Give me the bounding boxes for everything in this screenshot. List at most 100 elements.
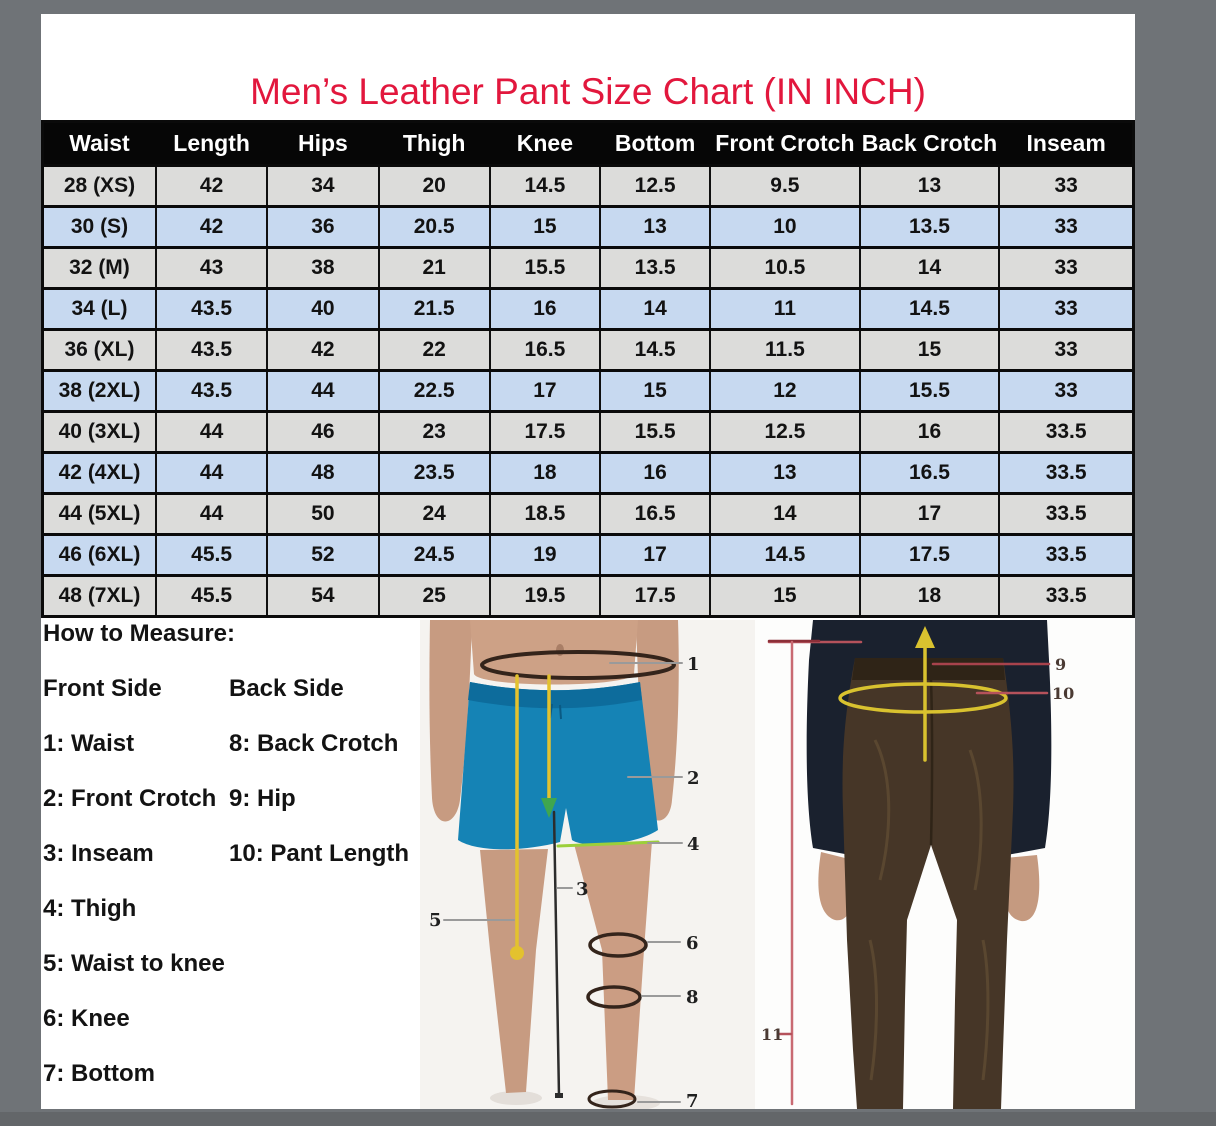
measure-item-right: 10: Pant Length [229,840,410,867]
size-label-cell: 36 (XL) [41,328,157,372]
table-row: 30 (S) 42 36 20.5 15 13 10 13.5 33 [41,205,1135,249]
inseam-line [552,810,561,1098]
table-row: 38 (2XL) 43.5 44 22.5 17 15 12 15.5 33 [41,369,1135,413]
marker-6-knee: 6 [686,933,699,954]
waist-measure-ellipse [480,650,676,680]
size-label-cell: 38 (2XL) [41,369,157,413]
back-marker-labels: 9 10 11 [761,655,1074,1044]
size-value-cell: 20.5 [377,205,491,249]
size-value-cell: 15.5 [858,369,1001,413]
size-value-cell: 16 [598,451,712,495]
size-value-cell: 14 [598,287,712,331]
size-label-cell: 34 (L) [41,287,157,331]
column-header-front-crotch: Front Crotch [709,120,861,167]
size-value-cell: 19.5 [488,574,601,618]
page-title: Men’s Leather Pant Size Chart (IN INCH) [250,71,926,112]
measure-item-left: Front Side [43,675,162,702]
size-value-cell: 21 [377,246,491,290]
column-header-waist: Waist [41,120,157,167]
size-value-cell: 14 [858,246,1001,290]
column-header-hips: Hips [266,120,380,167]
marker-2-front-crotch: 2 [687,768,700,789]
size-value-cell: 15 [709,574,861,618]
measure-row: 5: Waist to knee [43,936,419,991]
size-value-cell: 14.5 [488,164,601,208]
measure-item-left: 4: Thigh [43,895,137,922]
content-panel: Men’s Leather Pant Size Chart (IN INCH) … [41,14,1135,1109]
size-value-cell: 48 [266,451,380,495]
size-value-cell: 33 [998,287,1135,331]
size-value-cell: 16 [488,287,601,331]
column-header-back-crotch: Back Crotch [858,120,1001,167]
size-value-cell: 14.5 [858,287,1001,331]
size-value-cell: 34 [266,164,380,208]
knee-measure-ellipse [588,932,648,958]
size-value-cell: 16.5 [488,328,601,372]
size-value-cell: 13.5 [598,246,712,290]
front-marker-labels: 1 2 3 4 5 6 8 7 [429,654,700,1109]
size-value-cell: 33 [998,246,1135,290]
size-value-cell: 33 [998,164,1135,208]
size-value-cell: 44 [266,369,380,413]
marker-10-pant-length: 10 [1052,684,1074,703]
front-annotations [443,650,683,1109]
how-to-measure-section: How to Measure: Front Side Back Side 1: Wa… [43,606,419,1101]
size-value-cell: 40 [266,287,380,331]
size-value-cell: 13 [858,164,1001,208]
column-header-length: Length [154,120,269,167]
size-value-cell: 33.5 [998,451,1135,495]
size-table-body: 28 (XS) 42 34 20 14.5 12.5 9.5 13 33 30 (S) 42 36 20… [41,164,1135,618]
size-value-cell: 18.5 [488,492,601,536]
size-value-cell: 15.5 [598,410,712,454]
measure-item-right: 9: Hip [229,785,296,812]
size-value-cell: 15 [488,205,601,249]
ankle-measure-ellipse [587,1089,637,1109]
size-value-cell: 17 [598,533,712,577]
size-value-cell: 16.5 [598,492,712,536]
size-value-cell: 54 [266,574,380,618]
size-label-cell: 48 (7XL) [41,574,157,618]
measure-item-left: 6: Knee [43,1005,130,1032]
size-value-cell: 18 [488,451,601,495]
size-value-cell: 33 [998,369,1135,413]
size-value-cell: 43.5 [154,287,269,331]
table-row: 36 (XL) 43.5 42 22 16.5 14.5 11.5 15 33 [41,328,1135,372]
marker-4-thigh: 4 [687,834,700,855]
table-row: 42 (4XL) 44 48 23.5 18 16 13 16.5 33.5 [41,451,1135,495]
size-value-cell: 17 [858,492,1001,536]
size-value-cell: 12.5 [598,164,712,208]
back-annotations [767,626,1051,1106]
marker-5-waist-to-knee: 5 [429,910,442,931]
size-value-cell: 14.5 [709,533,861,577]
size-label-cell: 30 (S) [41,205,157,249]
size-value-cell: 15 [598,369,712,413]
measure-item-left: 1: Waist [43,730,135,757]
size-value-cell: 22.5 [377,369,491,413]
size-value-cell: 44 [154,492,269,536]
size-value-cell: 11.5 [709,328,861,372]
size-value-cell: 33.5 [998,410,1135,454]
measure-item-left: 5: Waist to knee [43,950,225,977]
how-to-measure-heading: How to Measure: [43,620,236,647]
how-to-measure-list: Front Side Back Side 1: Waist 8: Back Crotc… [43,661,419,1101]
size-value-cell: 18 [858,574,1001,618]
table-row: 44 (5XL) 44 50 24 18.5 16.5 14 17 33.5 [41,492,1135,536]
size-value-cell: 23.5 [377,451,491,495]
size-value-cell: 20 [377,164,491,208]
size-value-cell: 52 [266,533,380,577]
size-value-cell: 17.5 [598,574,712,618]
size-value-cell: 44 [154,410,269,454]
size-value-cell: 23 [377,410,491,454]
blue-shorts [458,682,658,850]
size-value-cell: 45.5 [154,574,269,618]
size-label-cell: 40 (3XL) [41,410,157,454]
measure-row: 3: Inseam 10: Pant Length [43,826,419,881]
marker-3-inseam: 3 [576,879,589,900]
size-value-cell: 21.5 [377,287,491,331]
size-value-cell: 24.5 [377,533,491,577]
table-row: 46 (6XL) 45.5 52 24.5 19 17 14.5 17.5 33.5 [41,533,1135,577]
back-body-shapes [806,620,1052,1109]
measure-item-right: 8: Back Crotch [229,730,399,757]
size-value-cell: 10 [709,205,861,249]
